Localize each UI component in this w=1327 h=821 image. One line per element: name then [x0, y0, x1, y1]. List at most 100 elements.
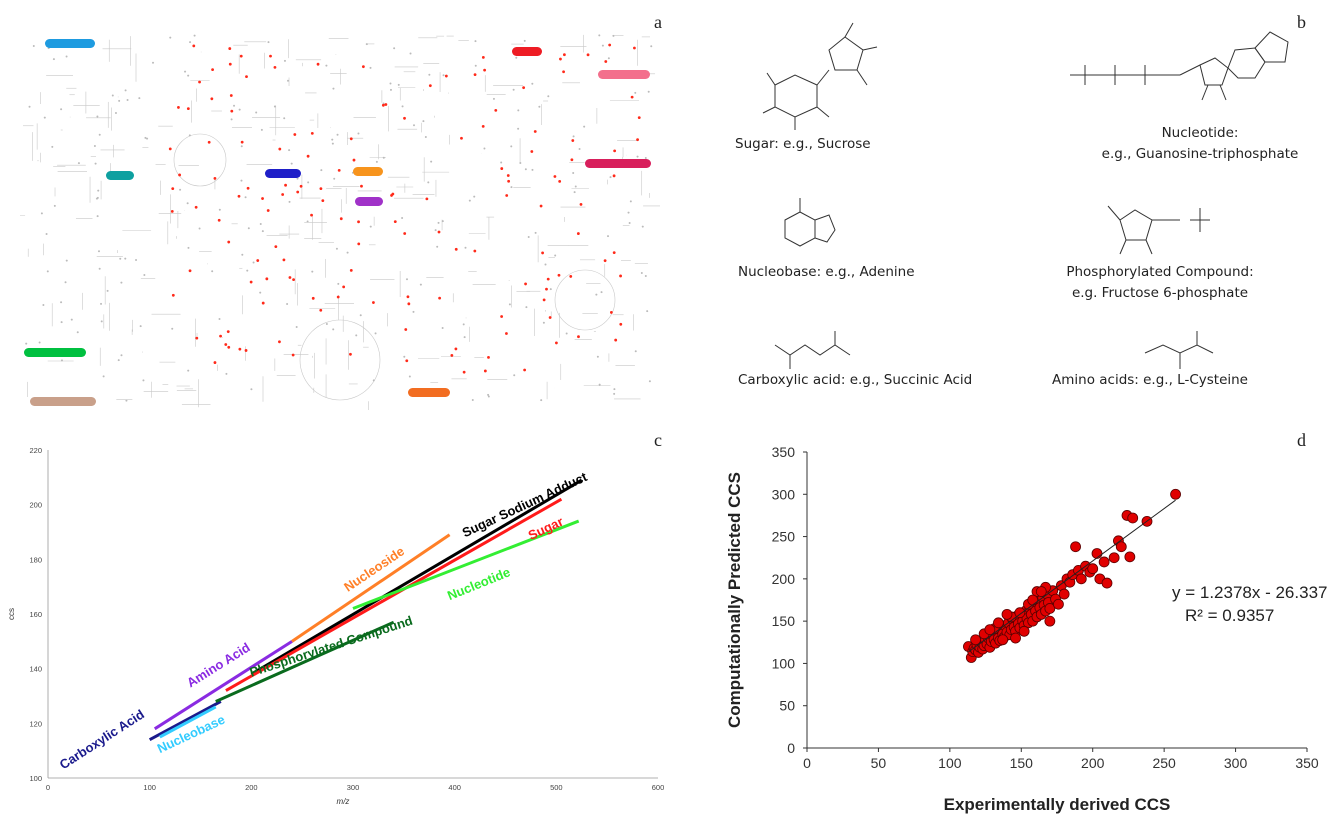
highlighted-metabolite-dot	[450, 354, 453, 357]
pathway-node	[289, 201, 291, 203]
pathway-node	[44, 117, 46, 119]
highlighted-metabolite-dot	[505, 332, 508, 335]
highlighted-metabolite-dot	[278, 148, 281, 151]
panel-label-b: b	[1297, 12, 1306, 33]
pathway-node	[635, 350, 637, 352]
highlighted-metabolite-dot	[482, 125, 485, 128]
pathway-node	[554, 255, 556, 257]
highlighted-metabolite-dot	[228, 47, 231, 50]
pathway-node	[630, 200, 632, 202]
pathway-node	[612, 35, 614, 37]
pathway-node	[430, 161, 432, 163]
pathway-node	[519, 162, 521, 164]
highlighted-metabolite-dot	[619, 323, 622, 326]
x-tick-label: 400	[448, 783, 461, 792]
pathway-node	[253, 261, 255, 263]
highlighted-metabolite-dot	[522, 86, 525, 89]
pathway-category-tag	[265, 169, 301, 178]
highlighted-metabolite-dot	[558, 274, 561, 277]
pathway-node	[398, 84, 400, 86]
data-point	[1071, 542, 1081, 552]
pathway-cycle	[174, 134, 226, 186]
highlighted-metabolite-dot	[554, 175, 557, 178]
data-point	[1099, 557, 1109, 567]
pathway-node	[646, 310, 648, 312]
x-tick-label: 250	[1152, 755, 1176, 771]
panel-label-a: a	[654, 12, 662, 33]
highlighted-metabolite-dot	[372, 301, 375, 304]
data-point	[1045, 616, 1055, 626]
pathway-node	[370, 226, 372, 228]
pathway-node	[642, 226, 644, 228]
data-point	[1059, 589, 1069, 599]
pathway-node	[525, 306, 527, 308]
pathway-node	[360, 314, 362, 316]
highlighted-metabolite-dot	[240, 55, 243, 58]
pathway-node	[98, 250, 100, 252]
pathway-node	[545, 264, 547, 266]
highlighted-metabolite-dot	[250, 281, 253, 284]
pathway-node	[112, 94, 114, 96]
pathway-node	[487, 394, 489, 396]
r-squared-label: R² = 0.9357	[1185, 606, 1274, 625]
pathway-node	[255, 111, 257, 113]
pathway-node	[355, 334, 357, 336]
pathway-node	[531, 169, 533, 171]
nucleotide-caption-line2: e.g., Guanosine-triphosphate	[1080, 144, 1320, 165]
x-tick-label: 300	[347, 783, 360, 792]
highlighted-metabolite-dot	[507, 174, 510, 177]
pathway-node	[246, 270, 248, 272]
pathway-node	[60, 301, 62, 303]
pathway-node	[410, 53, 412, 55]
pathway-node	[171, 328, 173, 330]
pathway-node	[515, 57, 517, 59]
pathway-node	[259, 292, 261, 294]
pathway-node	[219, 209, 221, 211]
highlighted-metabolite-dot	[494, 109, 497, 112]
pathway-node	[572, 172, 574, 174]
pathway-node	[610, 176, 612, 178]
pathway-node	[538, 106, 540, 108]
highlighted-metabolite-dot	[227, 346, 230, 349]
pathway-node	[135, 259, 137, 261]
data-point	[1011, 633, 1021, 643]
pathway-node	[427, 181, 429, 183]
pathway-node	[332, 88, 334, 90]
pathway-node	[307, 181, 309, 183]
pathway-node	[103, 375, 105, 377]
pathway-node	[118, 100, 120, 102]
highlighted-metabolite-dot	[219, 335, 222, 338]
highlighted-metabolite-dot	[445, 75, 448, 78]
phosphorylated-caption-line2: e.g. Fructose 6-phosphate	[1040, 283, 1280, 304]
sugar-caption: Sugar: e.g., Sucrose	[735, 134, 935, 155]
highlighted-metabolite-dot	[321, 199, 324, 202]
pathway-node	[474, 40, 476, 42]
highlighted-metabolite-dot	[569, 275, 572, 278]
y-tick-label: 200	[772, 571, 796, 587]
pathway-category-tag	[30, 397, 96, 406]
pathway-node	[260, 223, 262, 225]
pathway-node	[65, 281, 67, 283]
highlighted-metabolite-dot	[562, 70, 565, 73]
phosphorylated-caption-line1: Phosphorylated Compound:	[1040, 262, 1280, 283]
data-point	[1102, 578, 1112, 588]
pathway-node	[187, 75, 189, 77]
highlighted-metabolite-dot	[549, 316, 552, 319]
highlighted-metabolite-dot	[613, 251, 616, 254]
data-point	[1019, 626, 1029, 636]
highlighted-metabolite-dot	[296, 191, 299, 194]
pathway-node	[435, 229, 437, 231]
highlighted-metabolite-dot	[540, 205, 543, 208]
data-point	[998, 635, 1008, 645]
highlighted-metabolite-dot	[505, 194, 508, 197]
highlighted-metabolite-dot	[614, 339, 617, 342]
pathway-node	[403, 356, 405, 358]
highlighted-metabolite-dot	[473, 250, 476, 253]
pathway-node	[566, 332, 568, 334]
pathway-node	[637, 156, 639, 158]
pathway-node	[119, 258, 121, 260]
highlighted-metabolite-dot	[320, 187, 323, 190]
highlighted-metabolite-dot	[256, 259, 259, 262]
pathway-node	[53, 58, 55, 60]
pathway-node	[575, 186, 577, 188]
